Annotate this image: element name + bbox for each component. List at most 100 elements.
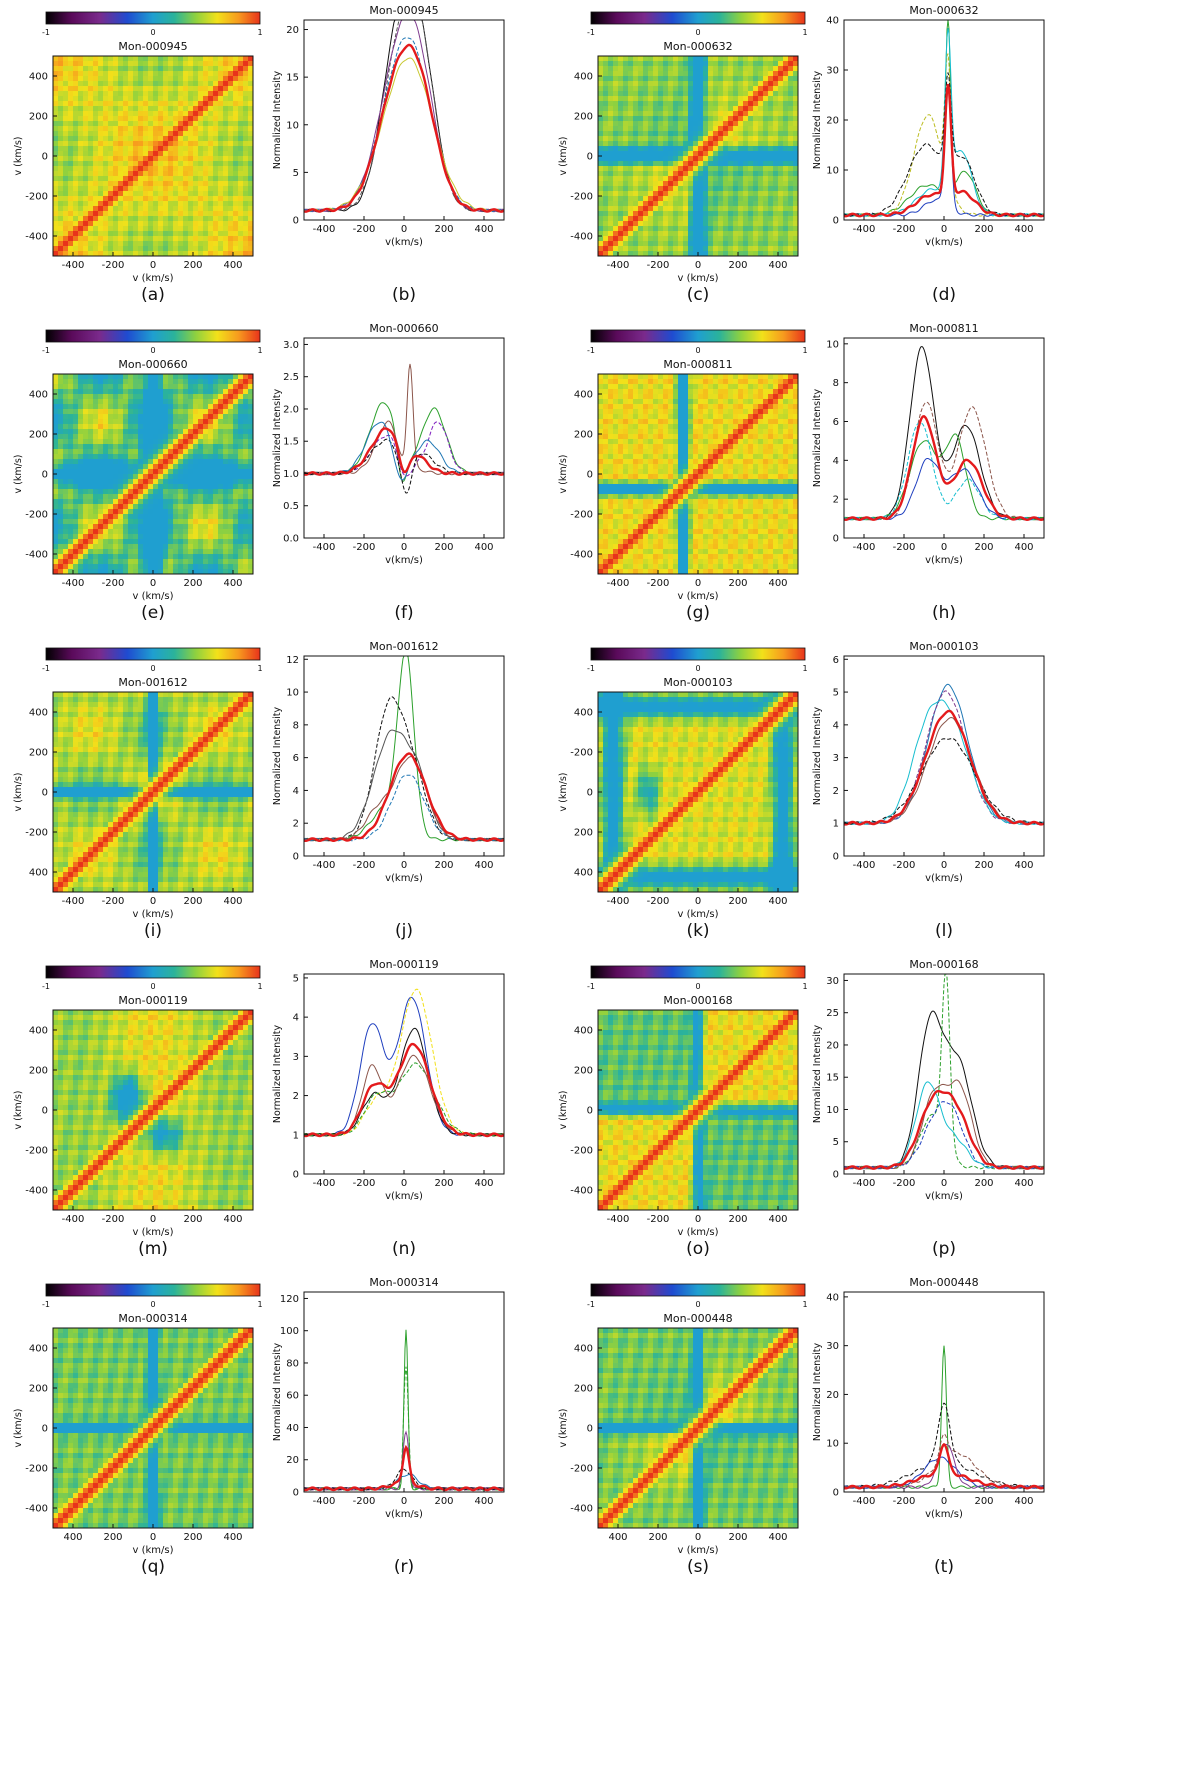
heatmap-cell <box>668 116 674 122</box>
heatmap-cell <box>103 156 109 162</box>
heatmap-cell <box>218 529 224 535</box>
heatmap-cell <box>618 201 624 207</box>
heatmap-cell <box>138 211 144 217</box>
heatmap-cell <box>673 86 679 92</box>
heatmap-cell <box>118 241 124 247</box>
heatmap-cell <box>118 434 124 440</box>
y-tick-label: -400 <box>25 232 48 243</box>
heatmap-cell <box>698 161 704 167</box>
heatmap-cell <box>133 519 139 525</box>
heatmap-cell <box>188 91 194 97</box>
heatmap-cell <box>208 474 214 480</box>
heatmap-cell <box>638 141 644 147</box>
heatmap-cell <box>103 216 109 222</box>
heatmap-cell <box>713 181 719 187</box>
heatmap-cell <box>678 161 684 167</box>
heatmap-cell <box>73 246 79 252</box>
heatmap-cell <box>93 374 99 380</box>
heatmap-cell <box>133 564 139 570</box>
heatmap-cell <box>173 96 179 102</box>
heatmap-cell <box>143 454 149 460</box>
heatmap-cell <box>143 121 149 127</box>
heatmap-cell <box>623 166 629 172</box>
heatmap-cell <box>108 81 114 87</box>
heatmap-cell <box>173 91 179 97</box>
heatmap-cell <box>88 211 94 217</box>
heatmap-cell <box>228 221 234 227</box>
heatmap-cell <box>223 504 229 510</box>
heatmap-cell <box>218 251 224 257</box>
heatmap-cell <box>718 66 724 72</box>
heatmap-cell <box>108 216 114 222</box>
heatmap-cell <box>223 231 229 237</box>
heatmap-cell <box>78 236 84 242</box>
heatmap-cell <box>148 106 154 112</box>
heatmap-cell <box>198 231 204 237</box>
x-tick-label: 400 <box>768 260 787 271</box>
heatmap-cell <box>168 71 174 77</box>
heatmap-cell <box>238 389 244 395</box>
heatmap-cell <box>148 231 154 237</box>
heatmap-cell <box>218 414 224 420</box>
heatmap-cell <box>188 534 194 540</box>
heatmap-cell <box>748 191 754 197</box>
heatmap-cell <box>218 161 224 167</box>
heatmap-cell <box>758 191 764 197</box>
heatmap-cell <box>643 241 649 247</box>
heatmap-cell <box>218 494 224 500</box>
heatmap-cell <box>163 146 169 152</box>
heatmap-cell <box>193 389 199 395</box>
heatmap-cell <box>193 514 199 520</box>
heatmap-cell <box>78 549 84 555</box>
heatmap-cell <box>613 101 619 107</box>
heatmap-cell <box>83 534 89 540</box>
heatmap-cell <box>113 91 119 97</box>
heatmap-cell <box>668 191 674 197</box>
heatmap-cell <box>183 131 189 137</box>
heatmap-cell <box>243 399 249 405</box>
heatmap-cell <box>148 66 154 72</box>
heatmap-cell <box>53 449 59 455</box>
heatmap-cell <box>213 549 219 555</box>
heatmap-cell <box>153 176 159 182</box>
heatmap-cell <box>758 231 764 237</box>
heatmap-cell <box>128 96 134 102</box>
heatmap-cell <box>93 231 99 237</box>
heatmap-cell <box>153 529 159 535</box>
heatmap-cell <box>238 141 244 147</box>
heatmap-cell <box>738 236 744 242</box>
heatmap-cell <box>93 81 99 87</box>
heatmap-cell <box>198 474 204 480</box>
heatmap-cell <box>83 539 89 545</box>
heatmap-cell <box>103 424 109 430</box>
heatmap-cell <box>118 186 124 192</box>
heatmap-cell <box>788 186 794 192</box>
heatmap-cell <box>168 241 174 247</box>
heatmap-cell <box>93 211 99 217</box>
heatmap-cell <box>698 181 704 187</box>
heatmap-cell <box>78 529 84 535</box>
heatmap-cell <box>118 76 124 82</box>
heatmap-cell <box>618 126 624 132</box>
heatmap-cell <box>128 251 134 257</box>
heatmap-cell <box>93 136 99 142</box>
x-tick-label: 0 <box>401 542 407 553</box>
heatmap-cell <box>203 186 209 192</box>
heatmap-cell <box>123 544 129 550</box>
heatmap-cell <box>733 221 739 227</box>
heatmap-cell <box>173 469 179 475</box>
heatmap-cell <box>53 61 59 67</box>
heatmap-cell <box>203 409 209 415</box>
heatmap-cell <box>68 196 74 202</box>
heatmap-cell <box>133 76 139 82</box>
heatmap-cell <box>123 71 129 77</box>
heatmap-cell <box>58 394 64 400</box>
heatmap-cell <box>168 91 174 97</box>
heatmap-cell <box>248 76 254 82</box>
heatmap-cell <box>138 464 144 470</box>
heatmap-cell <box>103 236 109 242</box>
heatmap-cell <box>733 101 739 107</box>
heatmap-cell <box>193 126 199 132</box>
heatmap-cell <box>73 504 79 510</box>
heatmap-cell <box>183 101 189 107</box>
